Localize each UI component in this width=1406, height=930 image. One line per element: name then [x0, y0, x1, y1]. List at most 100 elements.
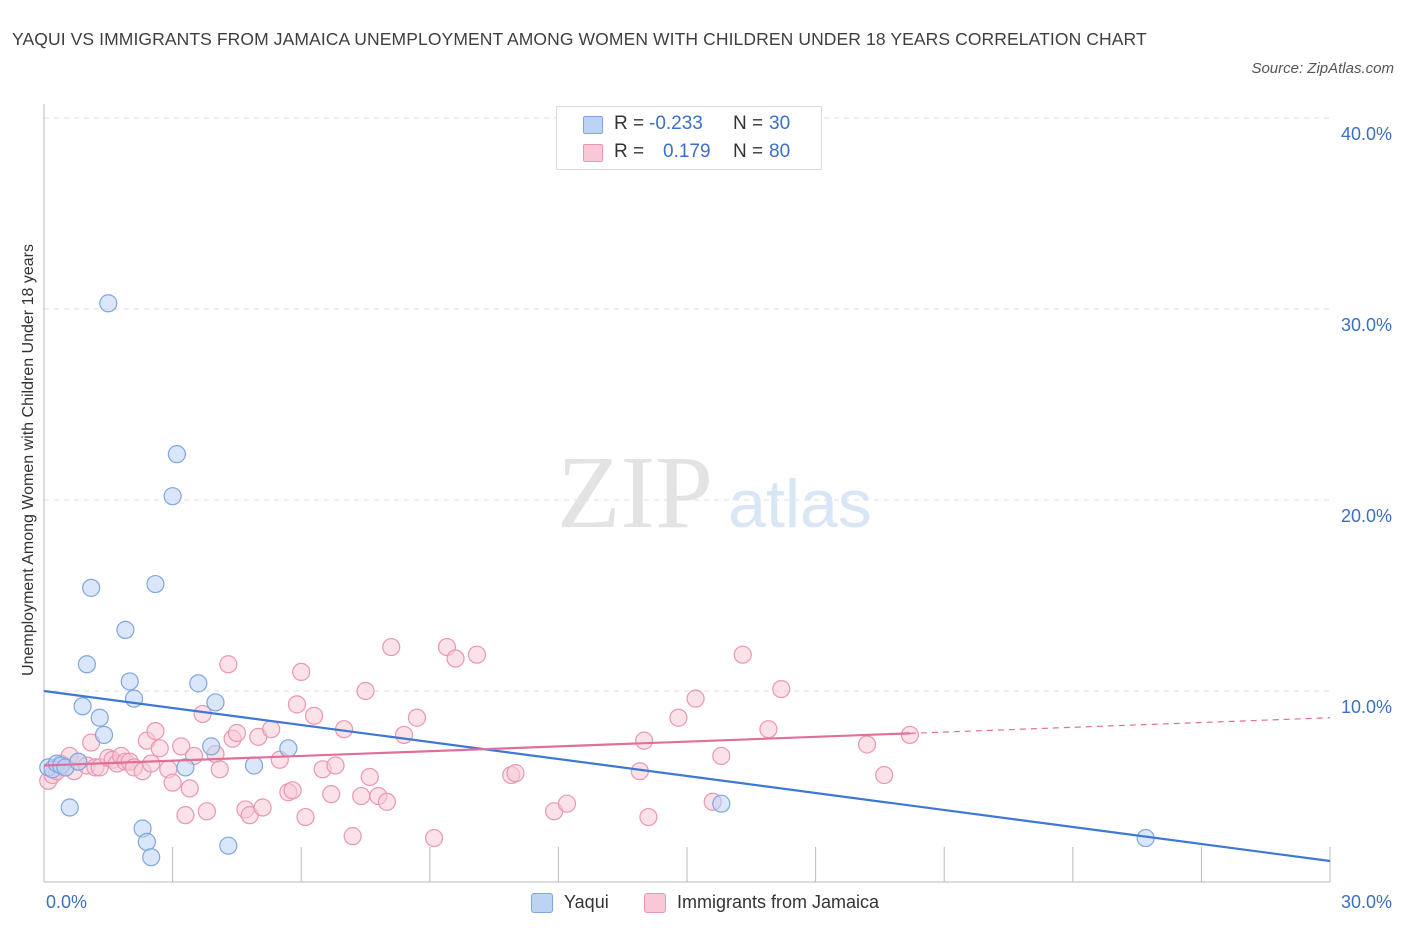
jamaica-point [146, 722, 165, 741]
axes [43, 104, 1331, 883]
jamaica-point [712, 746, 731, 766]
watermark: ZIP atlas [557, 435, 872, 550]
jamaica-point [639, 807, 658, 827]
n-label: N = [733, 141, 764, 162]
legend-label-yaqui: Yaqui [564, 892, 609, 912]
jamaica-point [506, 764, 525, 783]
jamaica-point [424, 828, 444, 848]
y-tick-label: 30.0% [1341, 315, 1392, 335]
y-tick-label: 40.0% [1341, 124, 1392, 144]
jamaica-point [759, 720, 778, 739]
y-axis-label-container: Unemployment Among Women with Children U… [14, 140, 44, 780]
yaqui-point [60, 798, 79, 817]
jamaica-point [377, 792, 397, 811]
r-value: 0.179 [663, 141, 711, 162]
jamaica-point [635, 731, 654, 750]
y-tick-label: 10.0% [1341, 697, 1392, 717]
yaqui-point [244, 756, 264, 775]
r-label: R = [614, 113, 645, 134]
stats-row-yaqui: R = -0.233 N = 30 [557, 110, 821, 138]
r-value: -0.233 [649, 113, 703, 134]
yaqui-point [94, 725, 114, 745]
legend-item-jamaica[interactable]: Immigrants from Jamaica [644, 888, 934, 916]
jamaica-point [150, 739, 169, 758]
n-value: 30 [769, 113, 791, 134]
chart-title: YAQUI VS IMMIGRANTS FROM JAMAICA UNEMPLO… [12, 29, 1147, 49]
yaqui-point [279, 739, 298, 758]
watermark-zip: ZIP [557, 435, 713, 550]
jamaica-point [352, 786, 371, 806]
legend-label-jamaica: Immigrants from Jamaica [677, 892, 880, 912]
jamaica-point [304, 706, 324, 725]
yaqui-point [202, 737, 221, 756]
jamaica-point [163, 773, 182, 792]
trend-lines [43, 689, 1331, 863]
n-label: N = [733, 113, 764, 134]
jamaica-point [253, 798, 272, 817]
jamaica-point [467, 645, 487, 664]
source-credit: Source: ZipAtlas.com [1251, 60, 1394, 77]
jamaica-point [557, 794, 577, 813]
yaqui-point [73, 697, 92, 716]
legend-item-yaqui[interactable]: Yaqui [531, 888, 641, 916]
jamaica-trend-line [43, 732, 910, 767]
yaqui-point [99, 294, 118, 313]
yaqui-point [167, 445, 186, 464]
jamaica-point [283, 781, 302, 800]
jamaica-swatch [583, 144, 603, 162]
yaqui-point [176, 758, 195, 777]
yaqui-point [69, 752, 88, 771]
jamaica-point [326, 756, 345, 775]
yaqui-point [137, 832, 156, 851]
grid-lines [44, 117, 1330, 692]
watermark-atlas: atlas [728, 466, 872, 542]
jamaica-point [446, 649, 465, 668]
jamaica-legend-swatch [644, 893, 666, 913]
jamaica-point [733, 645, 752, 664]
yaqui-point [206, 693, 225, 712]
jamaica-point [360, 767, 379, 787]
x-tick-label: 30.0% [1341, 892, 1392, 912]
jamaica-point [343, 827, 362, 846]
yaqui-legend-swatch [531, 893, 553, 913]
jamaica-point [382, 637, 401, 657]
jamaica-point [210, 760, 229, 779]
yaqui-point [82, 578, 101, 597]
tick-labels: 10.0% 20.0% 30.0% 40.0% 0.0% 30.0% [46, 124, 1392, 912]
jamaica-point [142, 754, 161, 773]
jamaica-point [900, 725, 920, 745]
jamaica-point [772, 679, 791, 699]
yaqui-point [189, 674, 208, 693]
yaqui-point [146, 574, 165, 594]
yaqui-point [120, 672, 139, 691]
jamaica-point [296, 807, 315, 827]
jamaica-point [322, 785, 341, 804]
jamaica-point [219, 655, 238, 674]
jamaica-point [407, 708, 427, 727]
data-points [39, 294, 1155, 867]
n-value: 80 [769, 141, 791, 162]
jamaica-trend-line-extension [909, 717, 1331, 734]
y-axis-label: Unemployment Among Women with Children U… [20, 244, 37, 676]
jamaica-point [180, 779, 199, 798]
yaqui-point [712, 794, 731, 813]
jamaica-point [356, 681, 375, 701]
jamaica-point [857, 735, 877, 754]
yaqui-trend-line [43, 689, 1331, 863]
yaqui-point [163, 487, 182, 506]
stats-box: R = -0.233 N = 30 R = 0.179 N = 80 [556, 106, 822, 170]
x-tick-label: 0.0% [46, 892, 87, 912]
r-label: R = [614, 141, 645, 162]
yaqui-point [77, 655, 96, 674]
yaqui-point [90, 708, 109, 727]
jamaica-point [292, 662, 311, 682]
jamaica-point [875, 765, 894, 785]
jamaica-point [176, 806, 195, 825]
yaqui-point [142, 848, 161, 867]
jamaica-point [172, 737, 191, 756]
yaqui-point [219, 836, 238, 855]
yaqui-point [116, 620, 135, 639]
jamaica-point [669, 708, 688, 727]
jamaica-point [197, 802, 216, 821]
